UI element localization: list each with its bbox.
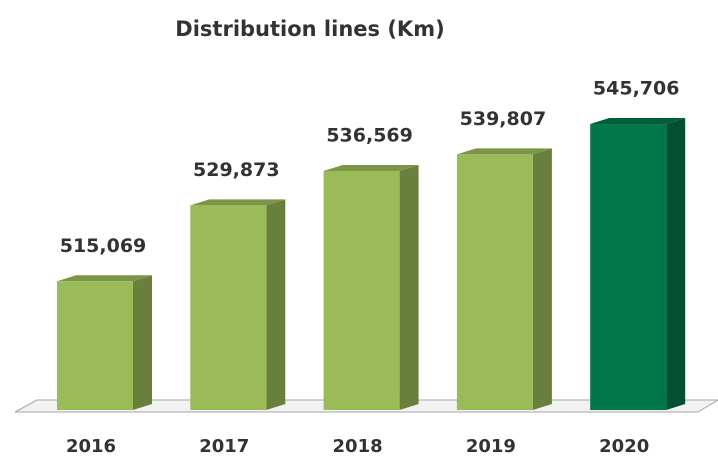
chart-title: Distribution lines (Km)	[175, 17, 444, 41]
x-tick-label: 2019	[466, 436, 516, 457]
data-label: 536,569	[326, 124, 413, 146]
data-label: 539,807	[460, 108, 547, 130]
bar-side	[532, 148, 552, 410]
bar	[57, 281, 133, 410]
x-tick-label: 2018	[333, 436, 383, 457]
bar-top	[590, 118, 686, 125]
bar-side	[666, 118, 686, 410]
x-tick-label: 2020	[599, 436, 649, 457]
bar-side	[399, 164, 419, 410]
data-label: 545,706	[593, 78, 680, 100]
bar-side	[266, 199, 286, 410]
bar-top	[190, 199, 286, 206]
bar	[190, 205, 267, 410]
bar-top	[323, 164, 419, 171]
data-label: 515,069	[60, 235, 147, 257]
x-tick-label: 2017	[199, 436, 249, 457]
bar-top	[57, 275, 152, 282]
bar-top	[456, 148, 552, 155]
bar	[590, 124, 667, 410]
bar	[323, 170, 400, 410]
x-tick-label: 2016	[66, 436, 116, 457]
data-label: 529,873	[193, 159, 280, 181]
bar-side	[133, 275, 152, 410]
bar	[456, 154, 533, 410]
